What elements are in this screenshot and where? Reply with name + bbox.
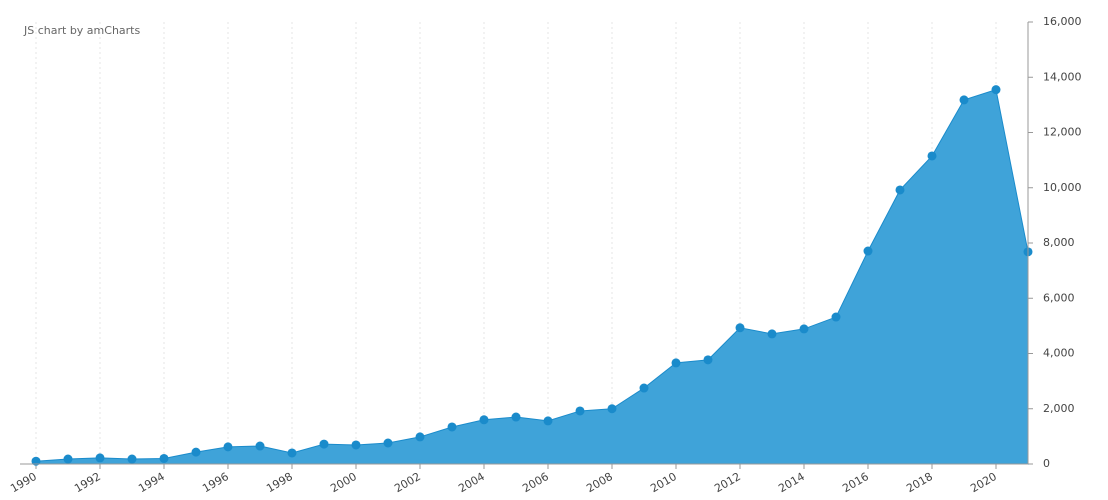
x-tick-label: 2004	[456, 470, 487, 495]
point	[895, 185, 905, 195]
credit: JS chart by amCharts	[23, 24, 140, 37]
point	[351, 440, 361, 450]
point	[703, 355, 713, 365]
point	[831, 312, 841, 322]
y-tick-label: 10,000	[1043, 181, 1082, 194]
point	[511, 412, 521, 422]
point	[447, 422, 457, 432]
point	[575, 406, 585, 416]
x-tick-label: 2006	[520, 470, 551, 495]
y-tick-label: 0	[1043, 457, 1050, 470]
x-tick-label: 2012	[712, 470, 743, 495]
point	[799, 324, 809, 334]
x-tick-label: 1992	[72, 470, 103, 495]
x-tick-label: 1994	[136, 470, 167, 495]
x-tick-label: 1996	[200, 470, 231, 495]
point	[863, 246, 873, 256]
point	[767, 329, 777, 339]
point	[31, 456, 41, 466]
point	[639, 383, 649, 393]
y-tick-label: 4,000	[1043, 347, 1075, 360]
point	[63, 454, 73, 464]
x-tick-label: 1998	[264, 470, 295, 495]
point	[95, 453, 105, 463]
point	[959, 95, 969, 105]
x-tick-label: 2014	[776, 470, 807, 495]
x-tick-label: 2008	[584, 470, 615, 495]
x-tick-label: 2016	[840, 470, 871, 495]
point	[159, 453, 169, 463]
point	[255, 441, 265, 451]
y-tick-label: 12,000	[1043, 126, 1082, 139]
point	[479, 415, 489, 425]
point	[607, 404, 617, 414]
point	[287, 448, 297, 458]
x-tick-label: 2020	[968, 470, 999, 495]
point	[991, 85, 1001, 95]
x-tick-label: 1990	[8, 470, 39, 495]
point	[671, 358, 681, 368]
point	[127, 454, 137, 464]
point	[383, 438, 393, 448]
point	[543, 416, 553, 426]
y-tick-label: 6,000	[1043, 291, 1075, 304]
x-tick-label: 2018	[904, 470, 935, 495]
y-tick-label: 16,000	[1043, 15, 1082, 28]
point	[415, 432, 425, 442]
y-tick-label: 2,000	[1043, 402, 1075, 415]
point	[319, 439, 329, 449]
area	[35, 89, 1029, 465]
point	[191, 447, 201, 457]
point	[223, 442, 233, 452]
x-tick-label: 2010	[648, 470, 679, 495]
x-tick-label: 2002	[392, 470, 423, 495]
point	[735, 323, 745, 333]
y-tick-label: 8,000	[1043, 236, 1075, 249]
x-tick-label: 2000	[328, 470, 359, 495]
point	[927, 151, 937, 161]
y-tick-label: 14,000	[1043, 70, 1082, 83]
